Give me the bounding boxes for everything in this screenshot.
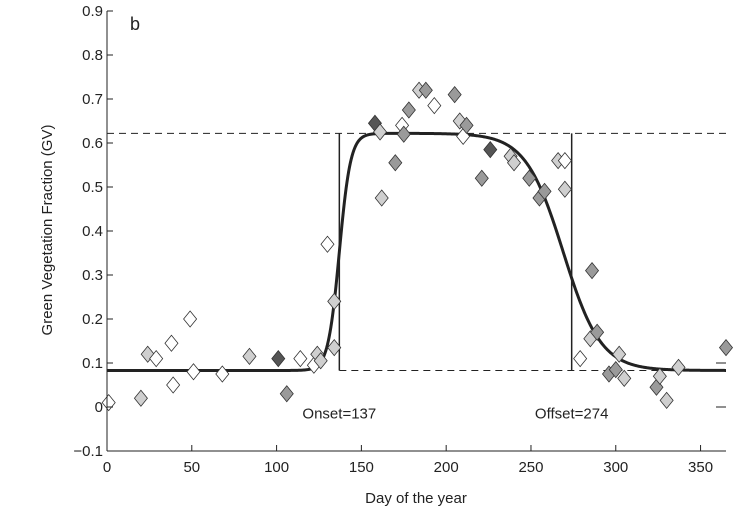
y-tick-label: 0.3 — [82, 267, 103, 284]
x-tick-label: 150 — [349, 459, 374, 476]
data-point — [573, 349, 588, 368]
y-axis-label: Green Vegetation Fraction (GV) — [39, 125, 56, 336]
data-point — [242, 347, 257, 366]
onset-annotation: Onset=137 — [302, 406, 376, 423]
chart-text: b Day of the year Green Vegetation Fract… — [39, 14, 608, 507]
data-point — [506, 154, 522, 172]
x-tick-label: 350 — [688, 459, 713, 476]
data-points — [101, 81, 734, 412]
y-tick-label: −0.1 — [73, 443, 103, 460]
y-tick-label: 0.2 — [82, 311, 103, 328]
data-point — [447, 85, 462, 104]
data-point — [418, 81, 433, 99]
reference-lines — [107, 132, 726, 371]
data-point — [483, 140, 498, 159]
data-point — [373, 123, 388, 141]
x-tick-label: 100 — [264, 459, 289, 476]
y-tick-label: 0.5 — [82, 179, 103, 196]
data-point — [718, 338, 734, 357]
y-tick-label: 0.9 — [82, 3, 103, 20]
data-point — [557, 180, 572, 198]
axes: −0.100.10.20.30.40.50.60.70.80.90 50 100 15… — [73, 3, 726, 476]
data-point — [166, 376, 181, 394]
data-point — [293, 349, 308, 368]
data-point — [522, 169, 537, 187]
panel-label: b — [130, 14, 140, 34]
x-tick-label: 300 — [603, 459, 628, 476]
data-point — [183, 310, 198, 328]
data-point — [671, 358, 686, 377]
offset-annotation: Offset=274 — [535, 406, 609, 423]
y-tick-label: 0.8 — [82, 47, 103, 64]
data-point — [271, 349, 286, 368]
y-tick-label: 0.6 — [82, 135, 103, 152]
data-point — [313, 352, 328, 370]
data-point — [279, 385, 294, 403]
data-point — [186, 363, 201, 381]
x-tick-label: 250 — [518, 459, 543, 476]
x-axis-label: Day of the year — [365, 490, 467, 507]
data-point — [101, 393, 116, 412]
data-point — [401, 101, 416, 119]
x-tick-label: 0 — [103, 459, 111, 476]
data-point — [659, 391, 674, 410]
x-tick-label: 200 — [434, 459, 459, 476]
data-point — [612, 345, 627, 363]
y-tick-label: 0.4 — [82, 223, 103, 240]
data-point — [608, 360, 623, 379]
data-point — [388, 154, 403, 172]
data-point — [537, 182, 552, 201]
data-point — [215, 365, 230, 383]
data-point — [427, 96, 442, 115]
y-tick-label: 0.1 — [82, 355, 103, 372]
data-point — [133, 389, 148, 407]
data-point — [617, 369, 632, 388]
fitted-curve — [107, 131, 726, 372]
data-point — [149, 349, 164, 368]
x-tick-label: 50 — [183, 459, 200, 476]
data-point — [320, 235, 335, 253]
data-point — [590, 323, 605, 341]
data-point — [652, 367, 667, 385]
y-tick-label: 0.7 — [82, 91, 103, 108]
data-point — [459, 116, 474, 135]
data-point — [327, 292, 342, 311]
data-point — [396, 125, 411, 143]
data-point — [164, 334, 179, 352]
data-point — [474, 169, 489, 187]
data-point — [585, 261, 600, 280]
fitted-curve-layer — [107, 131, 726, 372]
y-tick-label: 0 — [95, 399, 103, 416]
data-point — [557, 151, 572, 170]
data-point — [327, 338, 342, 357]
data-point — [374, 189, 389, 207]
